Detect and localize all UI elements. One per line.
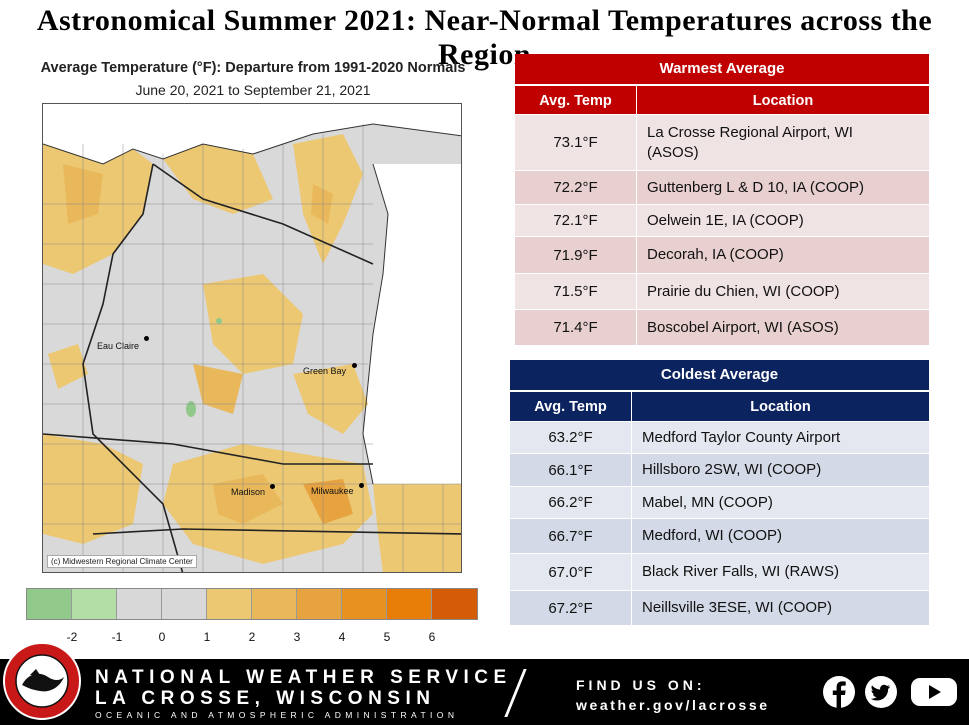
location-cell: Boscobel Airport, WI (ASOS) — [647, 318, 839, 336]
footer-subtitle: OCEANIC AND ATMOSPHERIC ADMINISTRATION — [95, 710, 459, 720]
location-cell: Hillsboro 2SW, WI (COOP) — [642, 461, 822, 478]
temp-cell: 66.7°F — [548, 527, 593, 545]
location-cell: Neillsville 3ESE, WI (COOP) — [642, 599, 833, 616]
coldest-column-headers: Avg. Temp Location — [510, 390, 929, 421]
location-cell: Decorah, IA (COOP) — [647, 246, 784, 263]
coldest-col-location: Location — [750, 399, 811, 415]
table-row: 67.2°F Neillsville 3ESE, WI (COOP) — [510, 590, 929, 625]
table-row: 66.7°F Medford, WI (COOP) — [510, 518, 929, 553]
location-cell: Mabel, MN (COOP) — [642, 493, 773, 511]
legend-tick: 5 — [383, 630, 391, 644]
warmest-col-location: Location — [752, 93, 814, 109]
table-row: 67.0°F Black River Falls, WI (RAWS) — [510, 553, 929, 590]
madison-marker — [270, 484, 275, 489]
legend-swatch — [387, 589, 432, 619]
legend-tick: 6 — [428, 630, 436, 644]
temp-cell: 73.1°F — [553, 134, 598, 151]
location-cell: Prairie du Chien, WI (COOP) — [647, 282, 840, 300]
temp-cell: 66.1°F — [548, 461, 593, 479]
temp-cell: 72.1°F — [553, 212, 598, 229]
legend-swatch — [207, 589, 252, 619]
temp-cell: 67.2°F — [548, 599, 593, 617]
legend-swatch — [297, 589, 342, 619]
temp-cell: 72.2°F — [553, 179, 598, 196]
footer-agency: NATIONAL WEATHER SERVICE — [95, 667, 512, 688]
twitter-icon[interactable] — [864, 675, 898, 709]
website-link[interactable]: weather.gov/lacrosse — [576, 697, 770, 713]
city-label-green-bay: Green Bay — [303, 366, 347, 376]
temp-cell: 63.2°F — [548, 429, 593, 446]
coldest-col-temp: Avg. Temp — [534, 399, 607, 415]
warmest-average-table: Warmest Average Avg. Temp Location 73.1°… — [515, 54, 929, 345]
table-row: 63.2°F Medford Taylor County Airport — [510, 421, 929, 453]
city-label-milwaukee: Milwaukee — [311, 486, 354, 496]
table-row: 72.2°F Guttenberg L & D 10, IA (COOP) — [515, 170, 929, 204]
legend-color-bar — [26, 588, 478, 620]
map-graphic — [43, 104, 461, 572]
legend-tick: 1 — [203, 630, 211, 644]
warmest-column-headers: Avg. Temp Location — [515, 84, 929, 114]
legend-swatch — [27, 589, 72, 619]
table-row: 71.4°F Boscobel Airport, WI (ASOS) — [515, 309, 929, 345]
location-cell: Medford Taylor County Airport — [642, 428, 841, 446]
table-row: 71.5°F Prairie du Chien, WI (COOP) — [515, 273, 929, 309]
temp-cell: 67.0°F — [548, 563, 593, 581]
warmest-col-temp: Avg. Temp — [539, 93, 612, 109]
legend-tick: 3 — [293, 630, 301, 644]
legend-swatch — [72, 589, 117, 619]
youtube-icon[interactable] — [910, 675, 958, 709]
temp-cell: 71.9°F — [553, 246, 598, 264]
temp-cell: 71.5°F — [553, 283, 598, 300]
eau-claire-marker — [144, 336, 149, 341]
legend-swatch — [252, 589, 297, 619]
table-row: 66.1°F Hillsboro 2SW, WI (COOP) — [510, 453, 929, 486]
legend-tick: 4 — [338, 630, 346, 644]
temp-cell: 66.2°F — [548, 494, 593, 511]
city-label-eau-claire: Eau Claire — [97, 341, 140, 351]
legend-swatch — [162, 589, 207, 619]
temperature-departure-map: Eau Claire Green Bay Madison Milwaukee (… — [42, 103, 462, 573]
location-cell: Black River Falls, WI (RAWS) — [642, 563, 839, 580]
green-bay-marker — [352, 363, 357, 368]
location-cell: La Crosse Regional Airport, WI (ASOS) — [647, 123, 853, 161]
temp-cell: 71.4°F — [553, 319, 598, 336]
map-subtitle: June 20, 2021 to September 21, 2021 — [135, 82, 371, 98]
legend-swatch — [342, 589, 387, 619]
footer-office: LA CROSSE, WISCONSIN — [95, 688, 436, 709]
table-row: 66.2°F Mabel, MN (COOP) — [510, 486, 929, 518]
table-row: 71.9°F Decorah, IA (COOP) — [515, 236, 929, 273]
footer-banner: NATIONAL WEATHER SERVICE LA CROSSE, WISC… — [0, 659, 969, 725]
warmest-table-header: Warmest Average — [515, 54, 929, 84]
city-label-madison: Madison — [231, 487, 266, 497]
legend-swatch — [432, 589, 477, 619]
location-cell: Guttenberg L & D 10, IA (COOP) — [647, 178, 865, 196]
coldest-table-header: Coldest Average — [510, 360, 929, 390]
legend-swatch — [117, 589, 162, 619]
legend-tick: 0 — [158, 630, 166, 644]
warmest-rows: 73.1°F La Crosse Regional Airport, WI (A… — [515, 114, 929, 345]
facebook-icon[interactable] — [822, 675, 856, 709]
table-row: 72.1°F Oelwein 1E, IA (COOP) — [515, 204, 929, 236]
nws-la-crosse-logo — [3, 642, 81, 720]
legend-tick: -2 — [66, 630, 78, 644]
legend-tick: -1 — [111, 630, 123, 644]
table-row: 73.1°F La Crosse Regional Airport, WI (A… — [515, 114, 929, 170]
location-cell: Medford, WI (COOP) — [642, 527, 783, 544]
map-title: Average Temperature (°F): Departure from… — [40, 60, 466, 76]
legend-tick: 2 — [248, 630, 256, 644]
find-us-label: FIND US ON: — [576, 677, 706, 693]
coldest-rows: 63.2°F Medford Taylor County Airport 66.… — [510, 421, 929, 625]
location-cell: Oelwein 1E, IA (COOP) — [647, 211, 804, 229]
coldest-average-table: Coldest Average Avg. Temp Location 63.2°… — [510, 360, 929, 625]
milwaukee-marker — [359, 483, 364, 488]
map-credit: (c) Midwestern Regional Climate Center — [47, 555, 197, 568]
